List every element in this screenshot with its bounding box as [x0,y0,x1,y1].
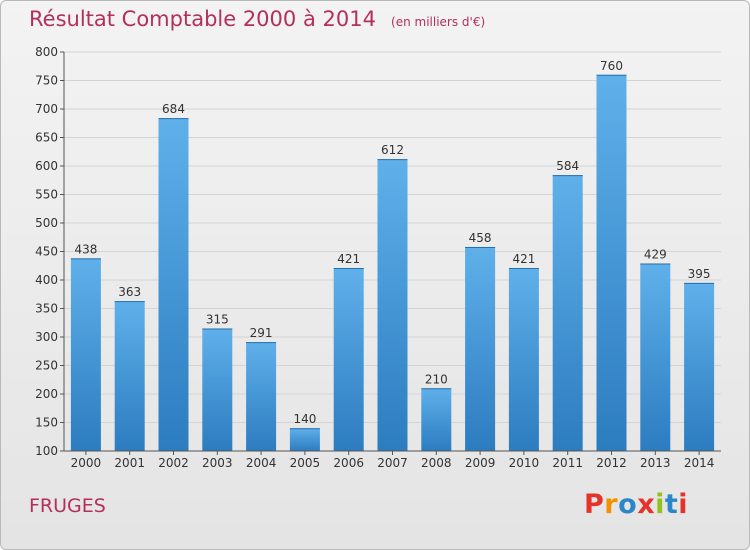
bar-value-label: 291 [250,326,273,340]
bar [246,342,277,451]
logo-letter: o [618,489,638,520]
logo-letter: t [664,489,679,520]
y-tick-label: 550 [35,188,58,202]
bar [333,268,364,451]
chart-unit-text: (en milliers d'€) [391,15,486,29]
chart-title-text: Résultat Comptable 2000 à 2014 [29,7,376,31]
bar-value-label: 458 [469,231,492,245]
bar [465,246,496,451]
x-tick-label: 2013 [640,456,671,470]
axes [60,51,721,455]
y-tick-label: 400 [35,273,58,287]
bar [596,74,627,452]
bar-value-label: 760 [600,59,623,73]
x-tick-label: 2010 [509,456,540,470]
x-tick-label: 2008 [421,456,452,470]
proxiti-logo: Proxiti [584,489,688,520]
bar [70,258,101,451]
bar [684,282,715,451]
logo-letter: r [604,489,619,520]
y-tick-label: 350 [35,302,58,316]
y-tick-label: 100 [35,444,58,458]
x-tick-label: 2014 [684,456,715,470]
y-tick-label: 750 [35,74,58,88]
bar-value-label: 210 [425,372,448,386]
bar-value-label: 140 [293,412,316,426]
logo-letter: i [678,489,689,520]
y-tick-label: 150 [35,416,58,430]
y-tick-label: 450 [35,245,58,259]
bar [640,263,671,451]
x-tick-label: 2003 [202,456,233,470]
chart-title: Résultat Comptable 2000 à 2014 (en milli… [29,7,485,31]
bar-value-label: 612 [381,143,404,157]
x-tick-label: 2001 [114,456,145,470]
bar-value-label: 315 [206,312,229,326]
logo-letter: P [584,489,605,520]
bar-value-label: 584 [556,159,579,173]
x-tick-label: 2011 [552,456,583,470]
x-tick-label: 2007 [377,456,408,470]
x-tick-label: 2004 [246,456,277,470]
bar [377,159,408,451]
x-tick-label: 2012 [596,456,627,470]
bar [158,118,189,452]
bar [114,301,145,451]
y-tick-label: 500 [35,216,58,230]
y-tick-label: 700 [35,102,58,116]
y-tick-label: 300 [35,330,58,344]
logo-letter: x [637,489,656,520]
bar-value-label: 684 [162,102,185,116]
y-tick-label: 800 [35,45,58,59]
x-tick-label: 2009 [465,456,496,470]
logo-letter: i [655,489,665,520]
bar [552,175,583,451]
bar-value-label: 363 [118,285,141,299]
y-tick-label: 200 [35,387,58,401]
city-name: FRUGES [29,495,106,517]
bar-value-label: 421 [512,252,535,266]
bar-value-label: 438 [74,242,97,256]
x-tick-label: 2002 [158,456,189,470]
y-tick-label: 600 [35,159,58,173]
bar-value-label: 429 [644,247,667,261]
y-tick-label: 650 [35,131,58,145]
y-tick-label: 250 [35,359,58,373]
x-tick-label: 2006 [333,456,364,470]
bar [508,268,539,451]
bars [70,74,715,452]
bar [202,328,233,451]
bar-value-label: 395 [688,267,711,281]
x-tick-label: 2000 [71,456,102,470]
x-tick-label: 2005 [290,456,321,470]
bar [289,428,320,451]
bar-value-label: 421 [337,252,360,266]
labels: 100 150 200 250 300 350 400 450 500 550 600 650 700 7… [35,45,714,470]
bar [421,388,452,451]
